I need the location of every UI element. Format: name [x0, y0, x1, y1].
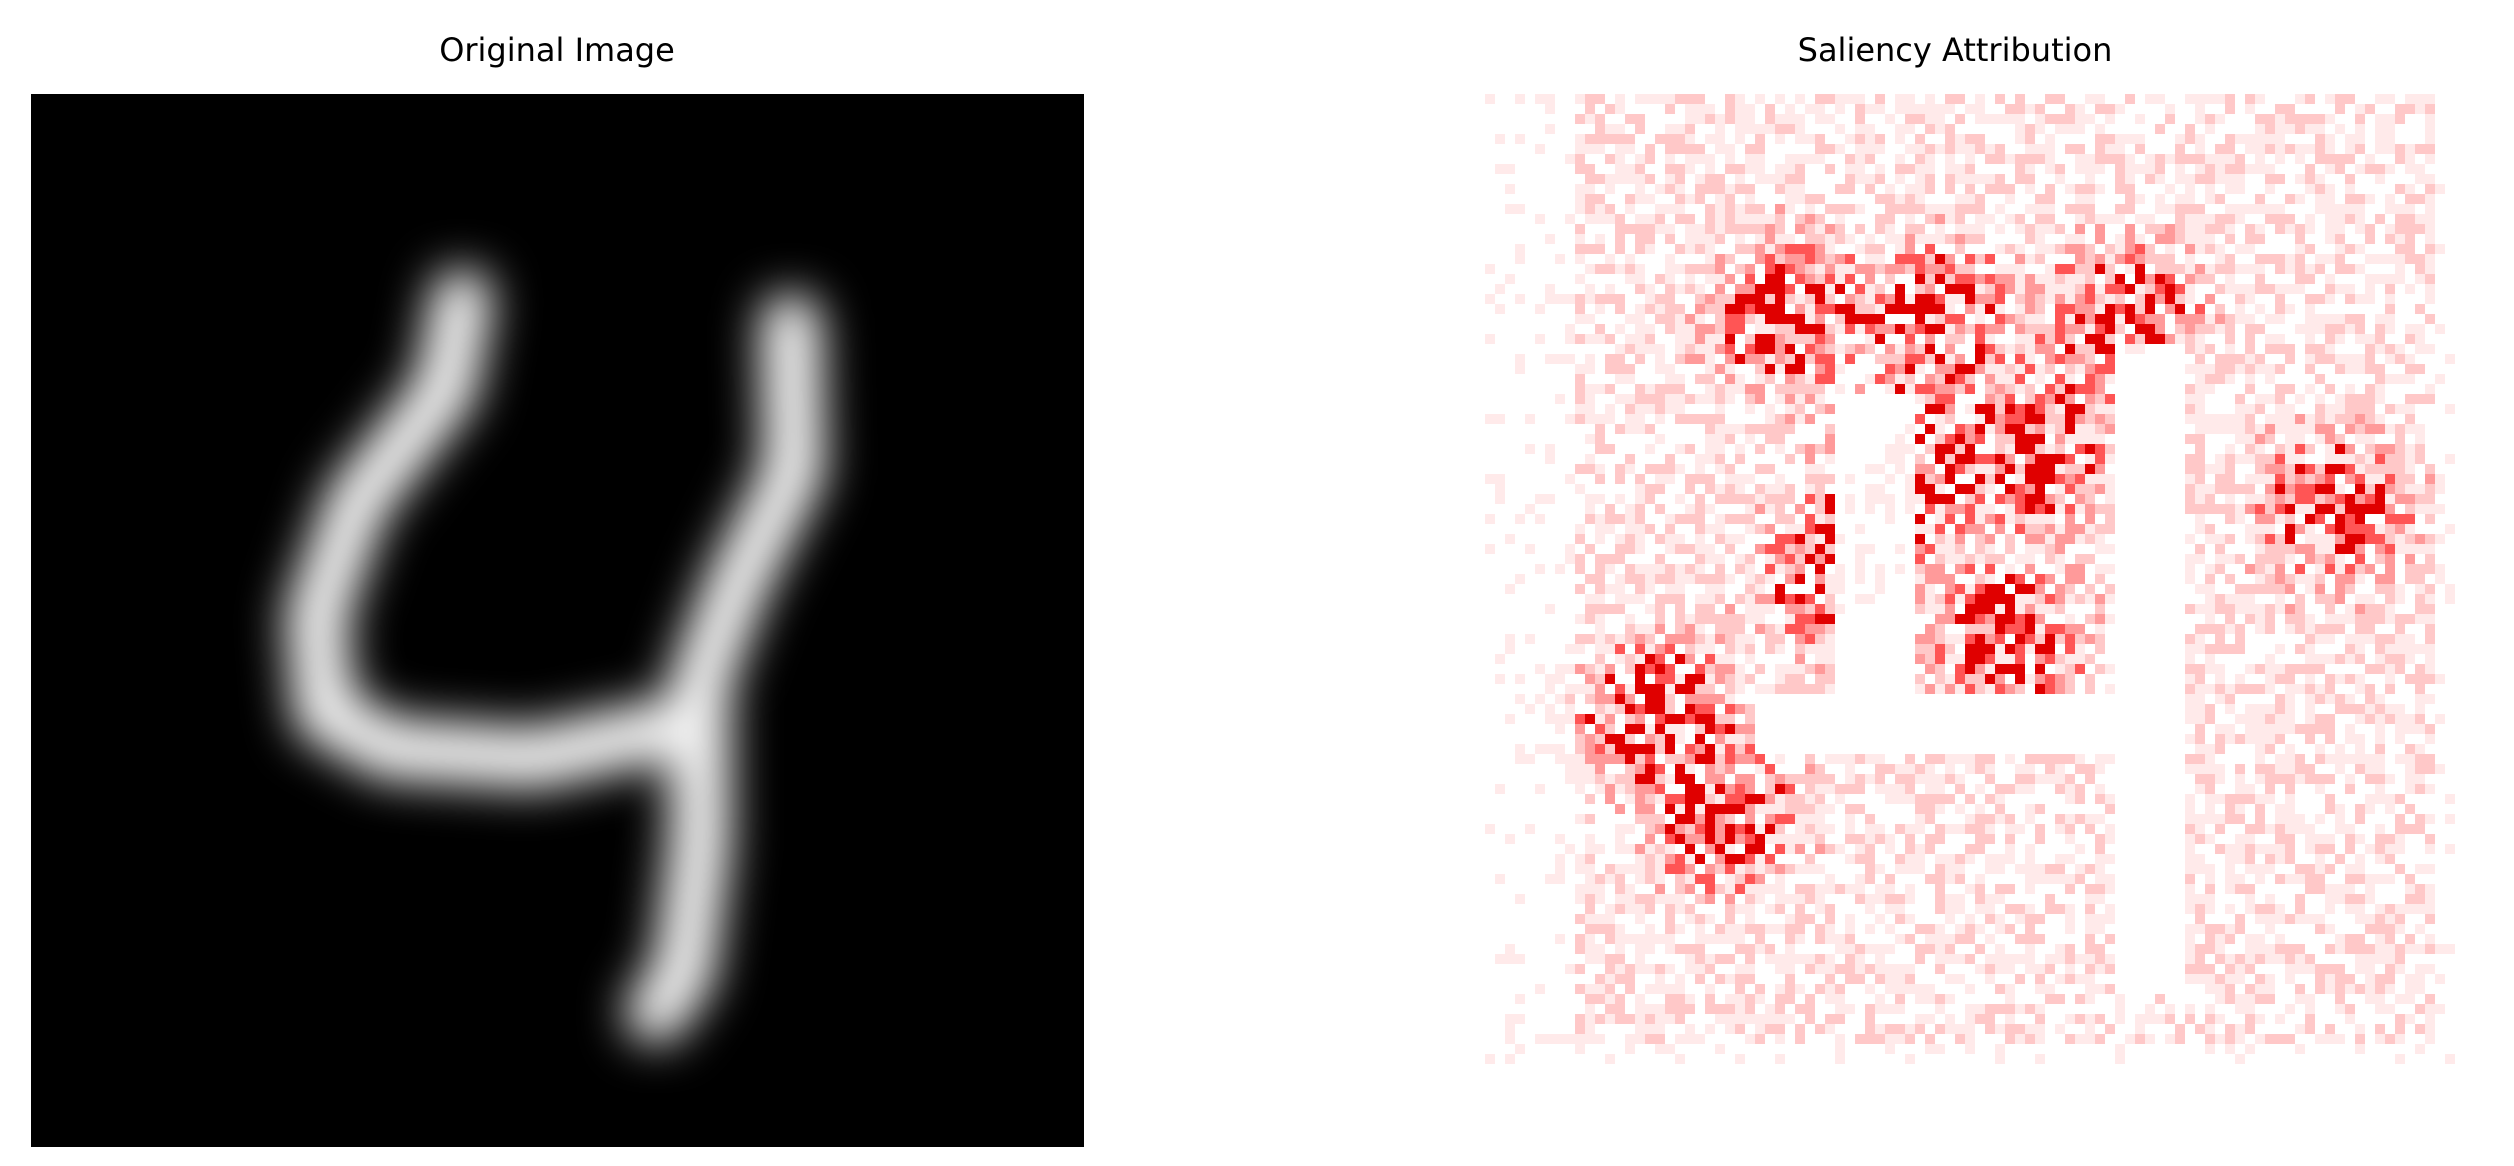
saliency-cells: [1575, 244, 2415, 894]
digit-stroke: [625, 293, 825, 1044]
saliency-cells: [1565, 94, 2435, 1044]
saliency-cells: [1575, 204, 2435, 904]
panel-title: Original Image: [439, 31, 675, 69]
digit: [285, 268, 825, 1044]
original-image: [31, 94, 1084, 1147]
image-background: [31, 94, 1084, 1147]
panel-title: Saliency Attribution: [1798, 31, 2113, 69]
saliency-cells: [1485, 94, 2455, 1064]
digit-stroke: [285, 268, 712, 789]
saliency-image: [1485, 94, 2455, 1064]
